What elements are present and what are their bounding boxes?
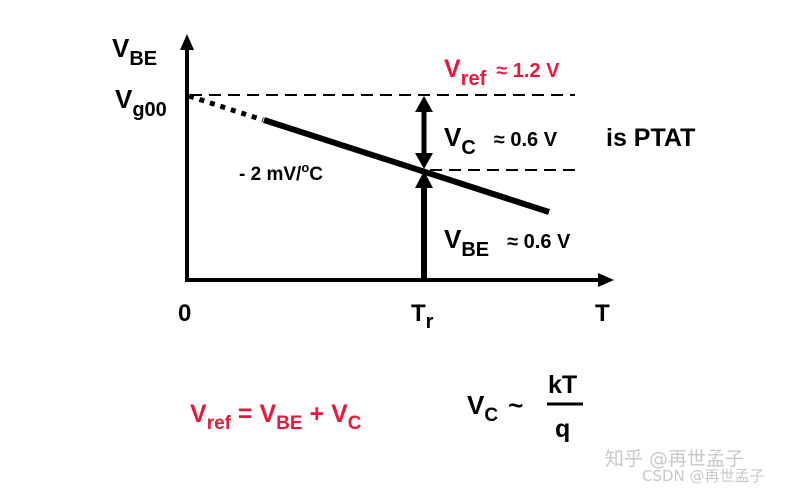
fraction-numerator: kT — [548, 371, 577, 399]
vref-equation: Vref = VBE + VC — [190, 400, 362, 434]
slope-label: - 2 mV/oC — [239, 160, 323, 185]
vbe-line — [263, 117, 550, 215]
origin-label: 0 — [178, 300, 191, 327]
vref-label: Vref ≈ 1.2 V — [444, 55, 560, 90]
watermark-csdn: CSDN @再世孟子 — [642, 467, 765, 485]
ptat-label: is PTAT — [606, 124, 695, 152]
vc-arrow-up-icon — [415, 96, 433, 112]
vbe-label: VBE ≈ 0.6 V — [444, 224, 571, 261]
vc-arrow-down-icon — [415, 153, 433, 169]
vc-label: VC ≈ 0.6 V — [444, 122, 558, 159]
y-axis-label: VBE — [112, 33, 157, 70]
y-axis-arrow-icon — [180, 34, 194, 50]
x-axis-arrow-icon — [598, 273, 614, 287]
fraction-denominator: q — [555, 415, 570, 443]
intercept-label: Vg00 — [115, 84, 167, 121]
tr-label: Tr — [411, 300, 434, 333]
x-axis-label: T — [595, 300, 610, 327]
vbe-arrow-up-icon — [415, 171, 433, 188]
extrapolated-dotted-line — [188, 93, 264, 123]
watermark-zhihu: 知乎 @再世孟子 — [605, 448, 744, 470]
vc-equation: VC ~ — [467, 390, 523, 426]
